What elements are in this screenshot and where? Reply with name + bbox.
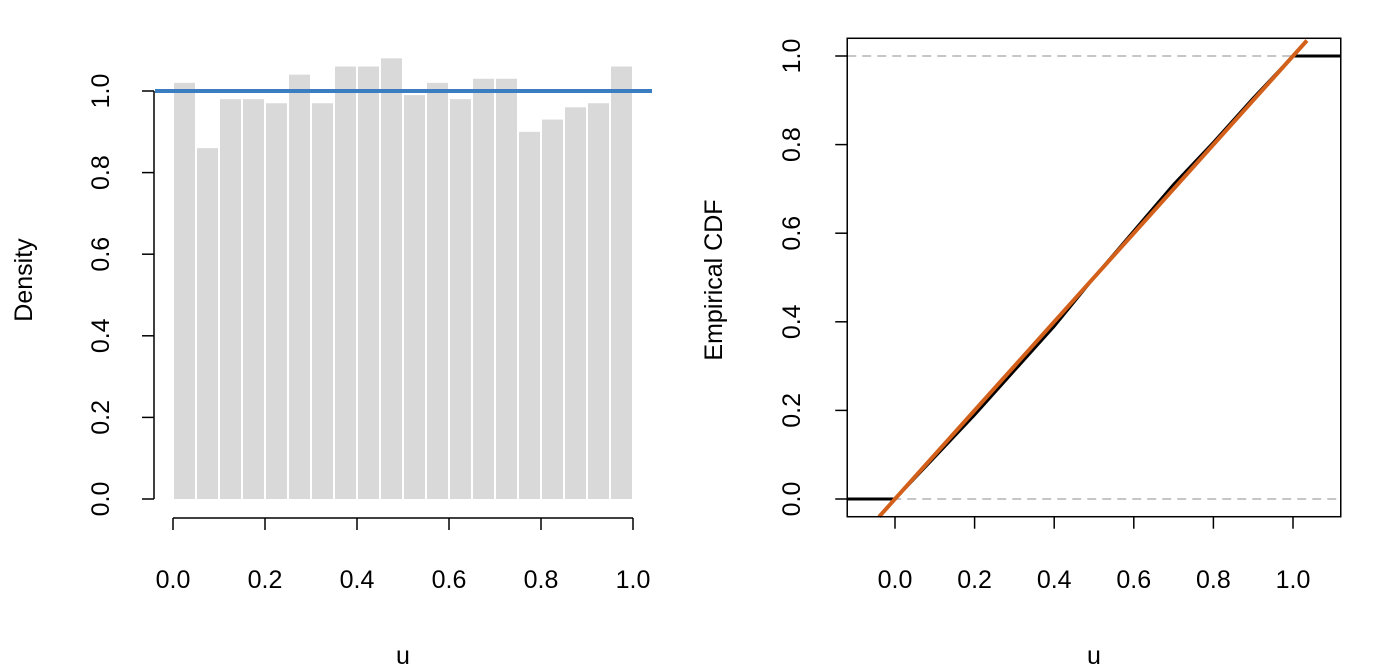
y-tick-label: 1.0 [778,39,806,74]
histogram-bar [174,82,195,499]
histogram-panel: 0.0 0.2 0.4 0.6 0.8 1.0 0.00.20.40.60.81.0 u … [10,58,652,670]
histogram-bar [450,99,471,499]
ecdf-reference-hlines [847,55,1341,500]
histogram-bar [565,107,586,499]
histogram-bar [473,78,494,499]
histogram-bar [588,103,609,500]
y-tick-label: 0.6 [778,216,806,251]
histogram-bar [197,148,218,499]
y-tick-label: 0.6 [87,237,115,272]
uniform-cdf-line [877,39,1309,519]
x-tick-label: 0.0 [878,566,913,594]
histogram-bar [427,82,448,499]
histogram-bar [335,66,356,500]
x-tick-label: 0.6 [432,566,467,594]
histogram-y-label: Density [10,238,38,322]
histogram-bar [542,119,563,499]
y-tick-label: 0.8 [87,155,115,190]
histogram-bars [174,58,632,500]
y-tick-label: 0.0 [87,482,115,517]
x-tick-label: 0.4 [340,566,375,594]
y-tick-label: 0.4 [778,304,806,339]
ecdf-x-axis: 0.0 0.2 0.4 0.6 0.8 1.0 [878,516,1311,594]
histogram-bar [266,103,287,500]
histogram-bar [404,95,425,499]
histogram-bar [611,66,632,500]
histogram-bar [220,99,241,499]
y-tick-label: 0.8 [778,127,806,162]
x-tick-label: 0.6 [1116,566,1151,594]
histogram-bar [312,103,333,500]
histogram-bar [519,131,540,500]
x-tick-label: 0.0 [156,566,191,594]
histogram-bar [358,66,379,500]
y-tick-label: 0.4 [87,318,115,353]
y-tick-label: 0.2 [87,400,115,435]
ecdf-x-label: u [1087,642,1101,670]
histogram-x-label: u [396,642,410,670]
histogram-bar [243,99,264,499]
x-tick-label: 0.4 [1037,566,1072,594]
y-tick-label: 1.0 [87,74,115,109]
histogram-x-axis: 0.0 0.2 0.4 0.6 0.8 1.0 [156,517,651,594]
ecdf-y-axis: 0.0 0.2 0.4 0.6 0.8 1.0 [778,39,848,517]
histogram-bar [496,78,517,499]
ecdf-panel: 0.0 0.2 0.4 0.6 0.8 1.0 0.00.20.40.60.81.0 u … [700,37,1342,670]
x-tick-label: 0.2 [957,566,992,594]
x-tick-label: 1.0 [1276,566,1311,594]
histogram-bar [381,58,402,500]
histogram-y-axis: 0.0 0.2 0.4 0.6 0.8 1.0 [87,74,155,517]
x-tick-label: 1.0 [616,566,651,594]
ecdf-y-label: Empirical CDF [700,199,728,360]
x-tick-label: 0.2 [248,566,283,594]
x-tick-label: 0.8 [1196,566,1231,594]
ecdf-plot-box [846,37,1342,518]
y-tick-label: 0.2 [778,393,806,428]
y-tick-label: 0.0 [778,482,806,517]
histogram-bar [289,74,310,500]
x-tick-label: 0.8 [524,566,559,594]
